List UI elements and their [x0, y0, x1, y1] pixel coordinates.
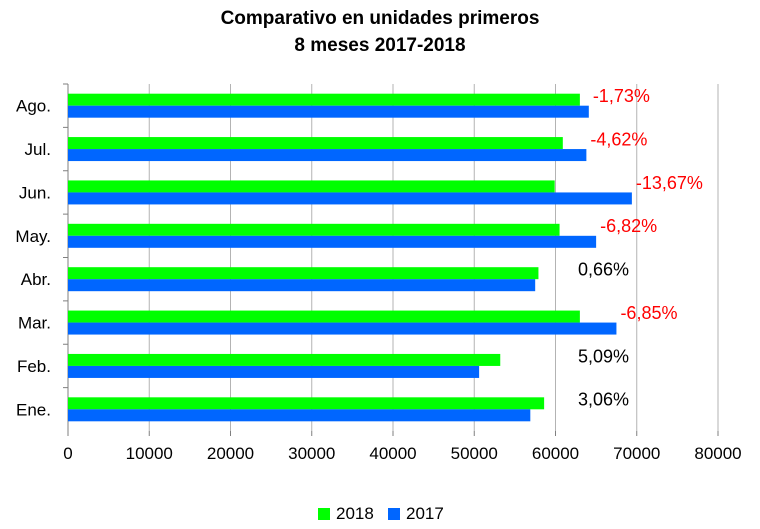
bar-2018-may [68, 223, 560, 236]
x-tick-label: 40000 [369, 444, 416, 463]
bar-chart: 0 10000 20000 30000 40000 50000 60000 70000 8000… [15, 83, 742, 463]
bar-2018-jul [68, 137, 563, 150]
legend-item-2018: 2018 [318, 504, 374, 524]
x-tick-label: 20000 [207, 444, 254, 463]
bar-2018-abr [68, 267, 539, 280]
change-label: -1,73% [593, 86, 650, 106]
bar-2017-mar [68, 322, 617, 335]
y-category-label: Abr. [21, 270, 51, 289]
change-label: -4,62% [590, 129, 647, 149]
legend-swatch-2017 [388, 508, 400, 520]
x-tick-label: 10000 [126, 444, 173, 463]
bar-2017-feb [68, 365, 480, 378]
y-category-label: Feb. [17, 357, 51, 376]
change-label: -6,82% [600, 216, 657, 236]
chart-title-line-1: Comparativo en unidades primeros [220, 8, 540, 29]
legend-label-2018: 2018 [336, 504, 374, 523]
bar-2017-jun [68, 192, 632, 205]
change-label: -13,67% [636, 173, 703, 193]
x-tick-label: 0 [63, 444, 72, 463]
bar-2018-ene [68, 397, 545, 410]
bar-2017-may [68, 235, 597, 248]
y-category-label: Mar. [18, 314, 51, 333]
x-tick-label: 60000 [532, 444, 579, 463]
bar-2018-jun [68, 180, 555, 193]
change-label: 3,06% [578, 390, 629, 410]
x-tick-label: 80000 [694, 444, 741, 463]
bar-2017-ene [68, 409, 531, 422]
bar-2017-abr [68, 279, 536, 292]
y-category-label: May. [15, 227, 51, 246]
x-tick-label: 30000 [288, 444, 335, 463]
change-label: 0,66% [578, 260, 629, 280]
y-category-label: Ago. [16, 97, 51, 116]
chart-legend: 2018 2017 [0, 504, 760, 526]
legend-label-2017: 2017 [406, 504, 444, 523]
x-tick-label: 70000 [613, 444, 660, 463]
change-label: 5,09% [578, 346, 629, 366]
bar-2018-mar [68, 310, 580, 323]
chart-title-line-2: 8 meses 2017-2018 [294, 35, 466, 56]
bar-2018-ago [68, 93, 580, 106]
y-category-label: Jun. [19, 183, 51, 202]
y-category-label: Ene. [16, 400, 51, 419]
y-category-label: Jul. [25, 140, 51, 159]
legend-swatch-2018 [318, 508, 330, 520]
x-tick-label: 50000 [451, 444, 498, 463]
bar-2017-jul [68, 149, 587, 162]
legend-item-2017: 2017 [388, 504, 444, 524]
bar-2017-ago [68, 105, 589, 118]
bar-2018-feb [68, 353, 501, 366]
change-label: -6,85% [620, 303, 677, 323]
